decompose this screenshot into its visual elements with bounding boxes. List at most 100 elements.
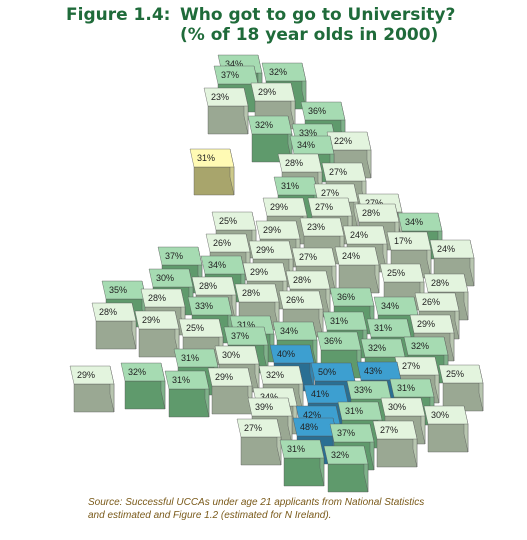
block-top (255, 220, 301, 240)
block-top (157, 246, 203, 266)
block-top (272, 321, 318, 341)
block-top (307, 197, 353, 217)
block-front (95, 320, 137, 350)
block-top (321, 162, 367, 182)
cell-label: 27% (329, 167, 347, 177)
cell-label: 31% (181, 353, 199, 363)
block-top (140, 288, 186, 308)
block-top (380, 397, 426, 417)
cell-label: 36% (324, 336, 342, 346)
block-top (379, 263, 425, 283)
cell-label: 28% (199, 281, 217, 291)
cell-label: 27% (321, 188, 339, 198)
block-top (236, 418, 282, 438)
cell-label: 32% (128, 367, 146, 377)
cell-label: 31% (172, 375, 190, 385)
block-front (376, 438, 418, 468)
cell-label: 28% (285, 158, 303, 168)
cell-label: 25% (219, 216, 237, 226)
cell-label: 31% (374, 323, 392, 333)
block-front (327, 463, 369, 493)
cell-label: 34% (280, 326, 298, 336)
block-front (207, 105, 249, 135)
cell-label: 36% (337, 292, 355, 302)
subtitle: (% of 18 year olds in 2000) (180, 25, 438, 45)
block-top (164, 370, 210, 390)
block-top (423, 273, 469, 293)
cell-label: 40% (277, 349, 295, 359)
block-top (397, 212, 443, 232)
block-top (438, 364, 484, 384)
block-top (277, 153, 323, 173)
block-top (205, 233, 251, 253)
block-top (242, 262, 288, 282)
cell-label: 31% (345, 406, 363, 416)
cell-label: 29% (250, 267, 268, 277)
cell-label: 27% (380, 425, 398, 435)
cell-label: 31% (287, 444, 305, 454)
block-top (261, 62, 307, 82)
cell-label: 32% (411, 341, 429, 351)
block-top (313, 183, 359, 203)
cell-label: 27% (365, 198, 383, 208)
block-top (279, 439, 325, 459)
block-top (316, 331, 362, 351)
block-front (193, 166, 235, 196)
cell-label: 35% (109, 285, 127, 295)
block-top (323, 445, 369, 465)
cell-label: 33% (299, 128, 317, 138)
cell-label: 34% (225, 59, 243, 69)
block-top (322, 311, 368, 331)
block-top (223, 326, 269, 346)
block-top (409, 314, 455, 334)
cell-label: 28% (148, 293, 166, 303)
block-top (134, 310, 180, 330)
block-top (329, 287, 375, 307)
cell-label: 23% (307, 222, 325, 232)
cell-label: 34% (260, 392, 278, 402)
cell-label: 29% (77, 370, 95, 380)
block-top (247, 115, 293, 135)
cartogram: 34%32%37%29%23%36%32%33%22%34%31% 28%27%3… (69, 54, 484, 493)
block-top (69, 365, 115, 385)
block-top (342, 225, 388, 245)
cell-label: 27% (299, 252, 317, 262)
block-top (203, 87, 249, 107)
cell-label: 30% (156, 273, 174, 283)
block-front (124, 380, 166, 410)
block-top (354, 203, 400, 223)
cell-label: 23% (211, 92, 229, 102)
cell-label: 37% (337, 428, 355, 438)
block-top (120, 362, 166, 382)
block-top (211, 211, 257, 231)
cell-label: 27% (244, 423, 262, 433)
cell-label: 48% (300, 422, 318, 432)
cell-label: 50% (318, 367, 336, 377)
title: Who got to go to University? (180, 5, 455, 25)
block-top (91, 302, 137, 322)
block-front (211, 385, 253, 415)
block-top (187, 296, 233, 316)
cell-label: 22% (334, 136, 352, 146)
cell-label: 26% (422, 297, 440, 307)
block-top (291, 247, 337, 267)
block-top (262, 197, 308, 217)
cell-label: 25% (446, 369, 464, 379)
block-top (148, 268, 194, 288)
cell-label: 28% (293, 275, 311, 285)
block-top (248, 240, 294, 260)
cell-label: 31% (197, 153, 215, 163)
block-top (234, 283, 280, 303)
block-top (173, 348, 219, 368)
cell-label: 25% (186, 323, 204, 333)
cell-label: 29% (256, 245, 274, 255)
cell-label: 29% (142, 315, 160, 325)
cell-label: 28% (362, 208, 380, 218)
cell-label: 29% (258, 87, 276, 97)
cell-label: 32% (331, 450, 349, 460)
cell-label: 30% (222, 350, 240, 360)
block-front (427, 423, 469, 453)
block-top (200, 255, 246, 275)
cell-label: 30% (388, 402, 406, 412)
